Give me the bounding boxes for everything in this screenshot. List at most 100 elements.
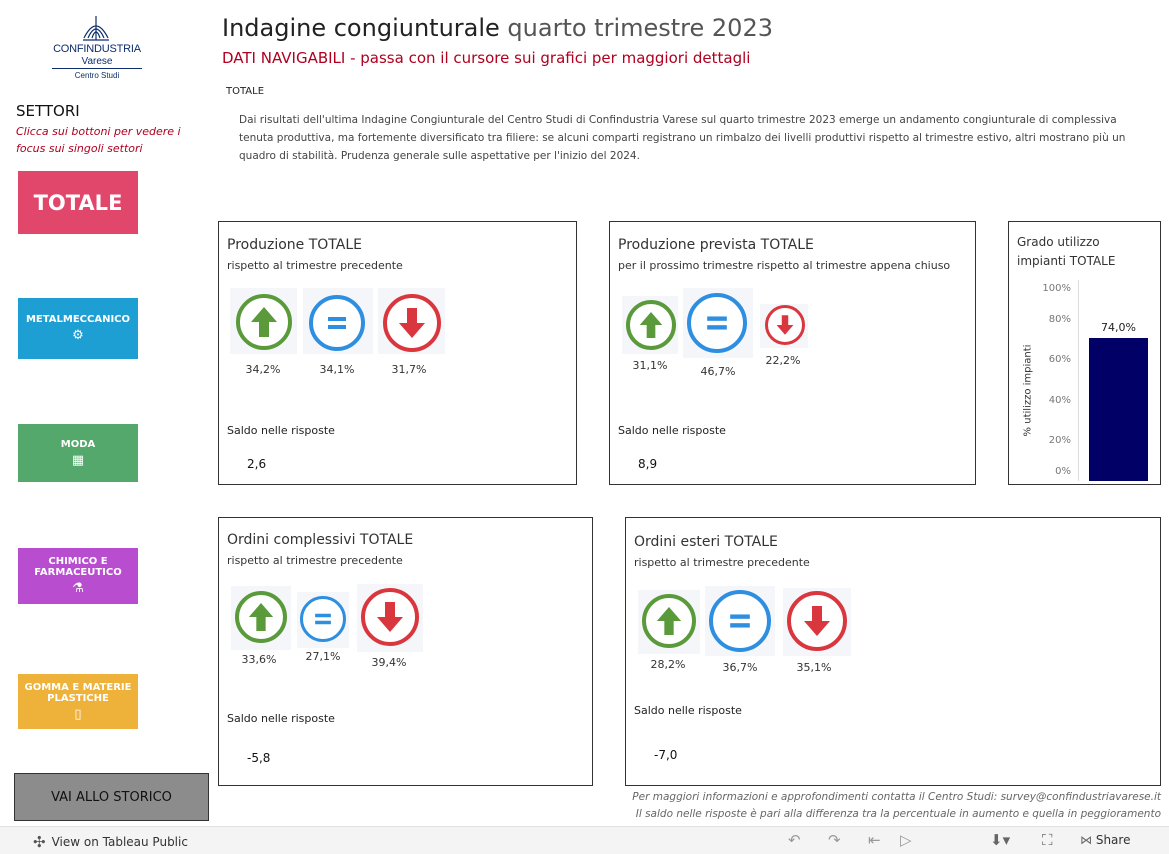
ytick-80: 80% xyxy=(1048,314,1071,325)
footer-contact: Per maggiori informazioni e approfondime… xyxy=(632,791,1161,803)
pct-up: 31,1% xyxy=(632,359,668,372)
revert-icon[interactable]: ⇤ xyxy=(868,831,881,849)
sector-button-chimico[interactable]: CHIMICO E FARMACEUTICO ⚗ xyxy=(18,548,138,604)
saldo-label: Saldo nelle risposte xyxy=(227,424,335,437)
card-esteri[interactable]: Ordini esteri TOTALE rispetto al trimest… xyxy=(625,517,1161,786)
redo-icon[interactable]: ↷ xyxy=(828,831,841,849)
intro-text: Dai risultati dell'ultima Indagine Congi… xyxy=(239,114,1126,162)
saldo-value: -5,8 xyxy=(247,751,271,765)
card-subtitle: rispetto al trimestre precedente xyxy=(227,259,403,272)
card-title: Ordini esteri TOTALE xyxy=(634,534,778,550)
pct-down: 39,4% xyxy=(371,656,407,669)
title-light: quarto trimestre 2023 xyxy=(507,14,773,42)
gauge-ylabel: % utilizzo impianti xyxy=(1022,344,1034,437)
equal-icon xyxy=(309,295,365,351)
section-label: TOTALE xyxy=(226,86,265,97)
card-ordini[interactable]: Ordini complessivi TOTALE rispetto al tr… xyxy=(218,517,593,786)
storico-button[interactable]: VAI ALLO STORICO xyxy=(14,773,209,821)
gauge-bar[interactable] xyxy=(1089,338,1148,481)
pct-up: 34,2% xyxy=(245,363,281,376)
logo-name: CONFINDUSTRIA xyxy=(53,43,141,55)
saldo-label: Saldo nelle risposte xyxy=(227,712,335,725)
pct-up: 28,2% xyxy=(650,658,686,671)
ytick-60: 60% xyxy=(1048,354,1071,365)
equal-icon xyxy=(300,596,346,642)
sector-button-moda[interactable]: MODA ▦ xyxy=(18,424,138,482)
view-on-tableau-link[interactable]: ✣ View on Tableau Public xyxy=(33,833,188,851)
card-title: Ordini complessivi TOTALE xyxy=(227,532,414,548)
view-on-tableau-label: View on Tableau Public xyxy=(51,835,188,849)
ytick-0: 0% xyxy=(1055,466,1071,477)
arrow-down-icon xyxy=(361,588,419,646)
confindustria-logo-icon xyxy=(83,16,109,41)
sector-button-metalmeccanico[interactable]: METALMECCANICO ⚙ xyxy=(18,298,138,359)
bottle-icon: ▯ xyxy=(74,706,82,722)
arrow-down-icon xyxy=(787,591,847,651)
equal-icon xyxy=(687,293,747,353)
card-subtitle: per il prossimo trimestre rispetto al tr… xyxy=(618,259,951,272)
ytick-100: 100% xyxy=(1042,283,1071,294)
share-icon: ⋈ xyxy=(1080,833,1092,847)
ytick-20: 20% xyxy=(1048,435,1071,446)
saldo-value: -7,0 xyxy=(654,748,678,762)
pct-equal: 36,7% xyxy=(722,661,758,674)
pct-equal: 46,7% xyxy=(700,365,736,378)
gear-icon: ⚙ xyxy=(72,328,84,343)
sector-button-gomma[interactable]: GOMMA E MATERIE PLASTICHE ▯ xyxy=(18,674,138,729)
footer-saldo-note: Il saldo nelle risposte è pari alla diff… xyxy=(635,808,1161,820)
pct-equal: 27,1% xyxy=(305,650,341,663)
page-title: Indagine congiunturale quarto trimestre … xyxy=(222,14,773,42)
pct-down: 22,2% xyxy=(765,354,801,367)
equal-icon xyxy=(709,590,771,652)
pct-down: 35,1% xyxy=(796,661,832,674)
sector-button-label: CHIMICO E FARMACEUTICO xyxy=(34,556,122,578)
pause-icon[interactable]: ▷ xyxy=(900,831,912,849)
arrow-up-icon xyxy=(235,591,287,643)
arrow-up-icon xyxy=(236,294,292,350)
sidebar-heading: SETTORI xyxy=(16,102,80,120)
sector-button-label: GOMMA E MATERIE PLASTICHE xyxy=(24,681,132,704)
sector-button-label: METALMECCANICO xyxy=(25,314,131,325)
pct-down: 31,7% xyxy=(391,363,427,376)
card-title: Produzione TOTALE xyxy=(227,237,362,253)
title-bold: Indagine congiunturale xyxy=(222,14,500,42)
gauge-title-line1: Grado utilizzo xyxy=(1017,235,1100,249)
logo-divider xyxy=(52,68,142,69)
pct-equal: 34,1% xyxy=(319,363,355,376)
share-button[interactable]: ⋈ Share xyxy=(1080,833,1130,847)
undo-icon[interactable]: ↶ xyxy=(788,831,801,849)
card-subtitle: rispetto al trimestre precedente xyxy=(634,556,810,569)
sector-button-label: MODA xyxy=(60,438,96,450)
fullscreen-icon[interactable]: ⛶ xyxy=(1042,831,1053,849)
card-title: Produzione prevista TOTALE xyxy=(618,237,814,253)
download-icon[interactable]: ⬇▾ xyxy=(990,831,1011,849)
tableau-logo-icon: ✣ xyxy=(33,833,46,851)
share-label: Share xyxy=(1095,833,1131,847)
gauge-axis xyxy=(1078,280,1079,481)
saldo-label: Saldo nelle risposte xyxy=(618,424,726,437)
card-subtitle: rispetto al trimestre precedente xyxy=(227,554,403,567)
saldo-value: 2,6 xyxy=(247,457,267,471)
flask-icon: ⚗ xyxy=(72,581,84,596)
arrow-down-icon xyxy=(383,294,441,352)
logo-sub: Varese xyxy=(81,56,113,67)
logo-dept: Centro Studi xyxy=(74,71,120,80)
gauge-bar-label: 74,0% xyxy=(1101,321,1136,335)
arrow-up-icon xyxy=(626,300,676,350)
card-grado-utilizzo[interactable]: Grado utilizzo impianti TOTALE % utilizz… xyxy=(1008,221,1161,485)
card-prevista[interactable]: Produzione prevista TOTALE per il prossi… xyxy=(609,221,976,485)
card-produzione[interactable]: Produzione TOTALE rispetto al trimestre … xyxy=(218,221,577,485)
fabric-icon: ▦ xyxy=(71,452,85,468)
gauge-title-line2: impianti TOTALE xyxy=(1017,254,1116,268)
sector-button-totale[interactable]: TOTALE xyxy=(18,171,138,234)
page-subtitle: DATI NAVIGABILI - passa con il cursore s… xyxy=(222,49,751,67)
sector-button-label: TOTALE xyxy=(33,190,123,215)
saldo-value: 8,9 xyxy=(638,457,658,471)
ytick-40: 40% xyxy=(1048,395,1071,406)
saldo-label: Saldo nelle risposte xyxy=(634,704,742,717)
tableau-toolbar: ✣ View on Tableau Public ↶ ↷ ⇤ ▷ ⬇▾ ⛶ ⋈ … xyxy=(0,826,1169,854)
sidebar-hint: Clicca sui bottoni per vedere i focus su… xyxy=(16,125,181,155)
pct-up: 33,6% xyxy=(241,653,277,666)
arrow-up-icon xyxy=(642,594,696,648)
arrow-down-icon xyxy=(765,305,805,345)
